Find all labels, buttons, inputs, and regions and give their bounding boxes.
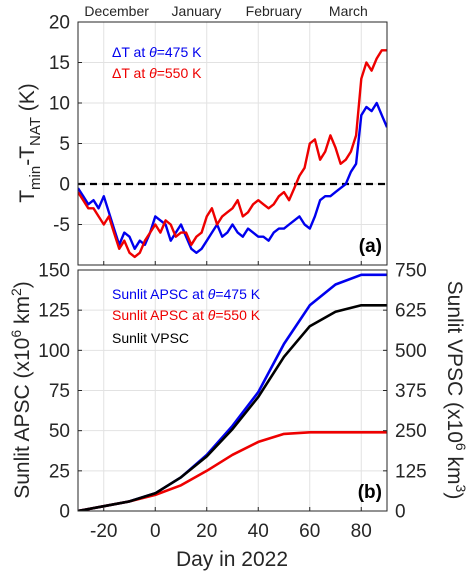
panel-b-ytick-left-label-5: 125 [38, 301, 70, 322]
ylabel-b-left-main: Sunlit APSC (x10 [11, 338, 34, 499]
panel-a-month-labels: December January February March [84, 3, 368, 19]
panel-a-legend-red: ΔT at θ=550 K [112, 65, 202, 81]
panel-b-xtick-label-1: 0 [150, 521, 161, 542]
ylabel-b-right-exp2: 3 [453, 485, 468, 493]
panel-b-ytick-right-label-5: 625 [395, 301, 427, 322]
panel-a-ytick-label-2: 5 [59, 134, 70, 155]
ylabel-a-min: min [27, 166, 44, 190]
legend-blue-theta: θ [149, 44, 157, 60]
panel-b-series-line-2 [78, 303, 387, 511]
month-label-0: December [84, 3, 149, 19]
ylabel-b-right-end: ) [443, 492, 466, 499]
panel-b: -20 0 20 40 60 80 0 25 50 75 100 125 150 0 125 250 375 50… [8, 261, 468, 572]
legend-red-part1: ΔT at [112, 65, 149, 81]
ylabel-b-right-exp1: 6 [453, 443, 468, 451]
ylabel-b-left-mid: km [11, 296, 34, 330]
panel-b-xtick-label-0: -20 [90, 521, 117, 542]
legend-b-red-theta: θ [208, 307, 216, 323]
ylabel-a-mid: -T [16, 146, 39, 166]
panel-a-legend-blue: ΔT at θ=475 K [112, 44, 202, 60]
panel-b-ytick-right-label-6: 750 [395, 261, 427, 282]
legend-blue-part1: ΔT at [112, 44, 149, 60]
panel-b-ticks: -20 0 20 40 60 80 0 25 50 75 100 125 150 0 125 250 375 50… [38, 261, 426, 543]
month-label-3: March [329, 3, 368, 19]
panel-a-ticks: -5 0 5 10 15 20 [49, 13, 362, 265]
month-label-2: February [246, 3, 302, 19]
panel-a-series [78, 49, 387, 259]
panel-b-ylabel-left: Sunlit APSC (x106 km2) [8, 281, 34, 499]
legend-red-theta: θ [149, 65, 157, 81]
legend-b-blue-theta: θ [208, 286, 216, 302]
legend-b-black-part1: Sunlit VPSC [112, 330, 189, 346]
panel-b-ytick-left-label-0: 0 [59, 502, 70, 523]
panel-b-series [78, 273, 387, 511]
panel-b-legend-blue: Sunlit APSC at θ=475 K [112, 286, 261, 302]
legend-b-blue-part1: Sunlit APSC at [112, 286, 208, 302]
ylabel-a-t: T [16, 190, 39, 203]
panel-b-ytick-left-label-1: 25 [49, 461, 70, 482]
legend-b-blue-part3: =475 K [215, 286, 260, 302]
panel-b-legend-black: Sunlit VPSC [112, 330, 189, 346]
ylabel-b-left-exp1: 6 [8, 330, 24, 338]
panel-a-ytick-label-0: -5 [53, 215, 70, 236]
ylabel-b-right-mid: km [443, 451, 466, 485]
ylabel-a-unit: (K) [16, 83, 39, 117]
legend-b-red-part1: Sunlit APSC at [112, 307, 208, 323]
ylabel-a-nat: NAT [27, 117, 44, 146]
panel-a-ytick-label-5: 20 [49, 13, 70, 34]
panel-b-xtick-label-4: 60 [299, 521, 320, 542]
panel-b-xtick-label-2: 20 [196, 521, 217, 542]
panel-a-series-line-0 [78, 101, 387, 255]
month-label-1: January [172, 3, 222, 19]
panel-a-ylabel: Tmin-TNAT (K) [16, 83, 44, 203]
panel-b-ytick-right-label-3: 375 [395, 381, 427, 402]
legend-blue-part3: =475 K [157, 44, 202, 60]
panel-b-xtick-label-3: 40 [248, 521, 269, 542]
panel-a-ytick-label-3: 10 [49, 94, 70, 115]
panel-b-ylabel-right: Sunlit VPSC (x106 km3) [443, 281, 468, 500]
panel-b-ytick-left-label-6: 150 [38, 261, 70, 282]
panel-b-ytick-left-label-4: 100 [38, 341, 70, 362]
ylabel-b-left-end: ) [11, 281, 34, 288]
panel-b-ytick-right-label-4: 500 [395, 341, 427, 362]
legend-b-red-part3: =550 K [215, 307, 260, 323]
ylabel-b-right-main: Sunlit VPSC (x10 [443, 281, 466, 443]
panel-b-label: (b) [358, 482, 382, 503]
panel-b-ytick-left-label-3: 75 [49, 381, 70, 402]
panel-b-legend-red: Sunlit APSC at θ=550 K [112, 307, 261, 323]
panel-b-ytick-right-label-1: 125 [395, 461, 427, 482]
panel-b-ytick-right-label-0: 0 [395, 502, 406, 523]
legend-red-part3: =550 K [157, 65, 202, 81]
panel-b-ytick-right-label-2: 250 [395, 421, 427, 442]
panel-a-ytick-label-4: 15 [49, 53, 70, 74]
panel-a-ytick-label-1: 0 [59, 175, 70, 196]
panel-b-ytick-left-label-2: 50 [49, 421, 70, 442]
ylabel-b-left-exp2: 2 [8, 288, 24, 296]
panel-a-series-line-1 [78, 49, 387, 259]
panel-b-xlabel: Day in 2022 [176, 548, 288, 571]
panel-a-label: (a) [359, 236, 382, 257]
panel-b-xtick-label-5: 80 [351, 521, 372, 542]
